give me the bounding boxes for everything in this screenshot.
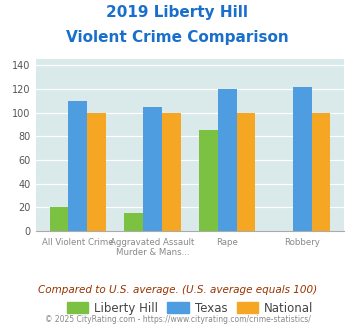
Bar: [199, 130, 218, 231]
Text: Rape: Rape: [217, 238, 238, 247]
Text: Compared to U.S. average. (U.S. average equals 100): Compared to U.S. average. (U.S. average …: [38, 285, 317, 295]
Bar: [68, 101, 87, 231]
Text: Robbery: Robbery: [284, 238, 320, 247]
Bar: [50, 207, 68, 231]
Text: © 2025 CityRating.com - https://www.cityrating.com/crime-statistics/: © 2025 CityRating.com - https://www.city…: [45, 315, 310, 324]
Bar: [162, 113, 181, 231]
Text: Violent Crime Comparison: Violent Crime Comparison: [66, 30, 289, 45]
Text: 2019 Liberty Hill: 2019 Liberty Hill: [106, 5, 248, 20]
Text: All Violent Crime: All Violent Crime: [42, 238, 114, 247]
Bar: [218, 89, 237, 231]
Bar: [87, 113, 106, 231]
Legend: Liberty Hill, Texas, National: Liberty Hill, Texas, National: [62, 297, 318, 319]
Bar: [143, 107, 162, 231]
Bar: [293, 86, 312, 231]
Text: Aggravated Assault
Murder & Mans...: Aggravated Assault Murder & Mans...: [110, 238, 195, 257]
Bar: [124, 213, 143, 231]
Bar: [312, 113, 330, 231]
Bar: [237, 113, 256, 231]
